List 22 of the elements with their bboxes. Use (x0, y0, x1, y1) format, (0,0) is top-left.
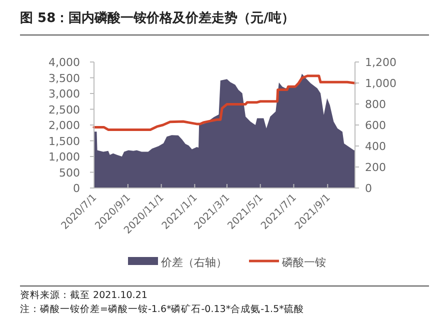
line-series (92, 74, 356, 131)
y-tick-label: 3,000 (48, 88, 80, 100)
text: 资料来源：截至 2021.10.21 (20, 289, 148, 301)
y2-tick-label: 800 (365, 98, 386, 111)
y-tick-label: 1,000 (48, 150, 80, 164)
y-tick-label: 4,000 (48, 56, 80, 69)
y2-tick-label: 200 (365, 161, 386, 174)
y-tick-label: 500 (59, 166, 80, 180)
y-tick-label: 2,000 (48, 119, 80, 132)
y2-tick-label: 400 (365, 140, 386, 153)
y2-tick-label: 1,000 (365, 77, 396, 90)
y2-tick-label: 600 (365, 119, 386, 132)
y-tick-label: 1,500 (48, 134, 80, 148)
legend-label: 磷酸一铵 (281, 256, 326, 269)
y-tick-label: 0 (73, 182, 80, 195)
y-tick-label: 2,500 (48, 103, 80, 116)
y2-tick-label: 1,200 (365, 56, 396, 69)
chart-title: 图 58：国内磷酸一铵价格及价差走势（元/吨） (20, 10, 294, 26)
text: 注：磷酸一铵价差=磷酸一铵-1.6*磷矿石-0.13*合成氨-1.5*硫酸 (20, 303, 304, 315)
y-tick-label: 3,500 (48, 72, 80, 85)
y2-tick-label: 0 (365, 182, 372, 195)
legend-label: 价差（右轴） (160, 256, 227, 269)
